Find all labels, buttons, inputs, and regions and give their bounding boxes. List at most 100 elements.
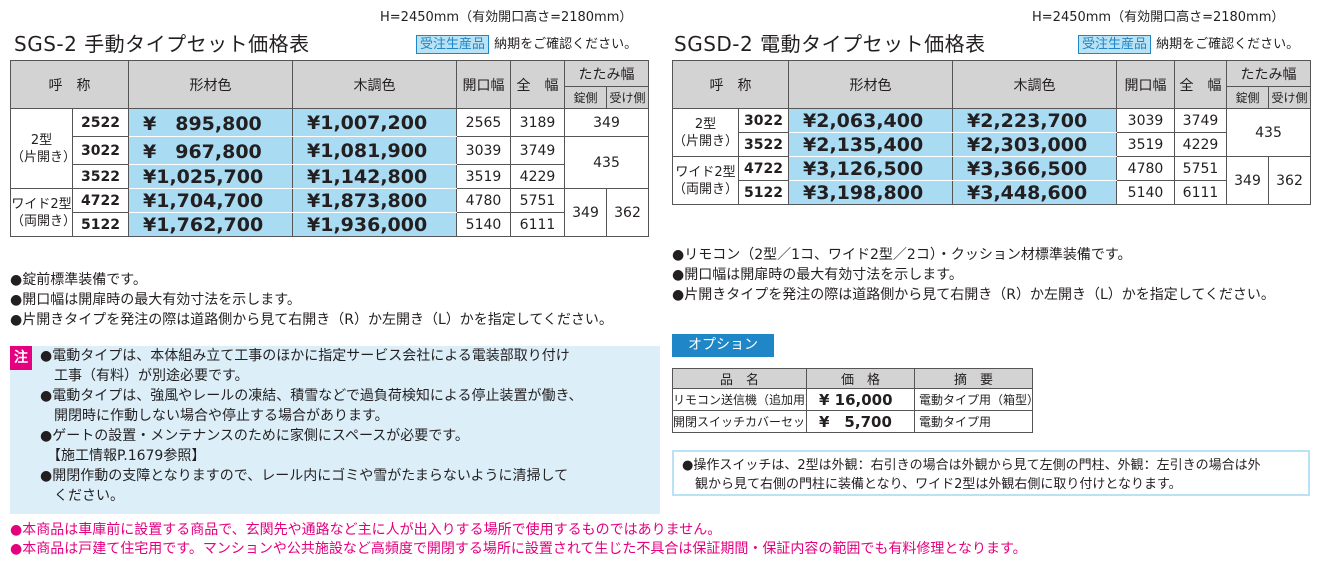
caution-line: ●開閉作動の支障となりますので、レール内にゴミや雪がたまらないように清掃して xyxy=(40,468,569,484)
folded-lock-side: 349 xyxy=(564,188,607,237)
opening-width: 5140 xyxy=(1116,180,1175,205)
overall-width: 3749 xyxy=(510,136,565,165)
table-row: 2型 （片開き） 2522 ¥ 895,800 ¥1,007,200 2565 3… xyxy=(10,108,649,189)
left-height-note: H=2450mm（有効開口高さ=2180mm） xyxy=(380,10,633,25)
right-price-table: 呼 称 形材色 木調色 開口幅 全 幅 たたみ幅 錠側 受け側 2型 （片開き） … xyxy=(672,60,1311,205)
header-color2: 木調色 xyxy=(952,60,1117,109)
price-color2: ¥1,007,200 xyxy=(292,108,457,137)
price-color2: ¥1,081,900 xyxy=(292,136,457,165)
folded-lock-side: 349 xyxy=(1226,156,1269,205)
header-name: 呼 称 xyxy=(672,60,789,109)
price-color2: ¥3,366,500 xyxy=(952,156,1117,181)
model-code: 3022 xyxy=(738,108,789,133)
opening-width: 3039 xyxy=(456,136,511,165)
option-name: 開閉スイッチカバーセット xyxy=(672,410,807,433)
right-note: ●リモコン（2型／1コ、ワイド2型／2コ）・クッション材標準装備です。 xyxy=(672,247,1132,263)
table-row: 2型 （片開き） 3022 ¥2,063,400 ¥2,223,700 3039 … xyxy=(672,108,1311,157)
table-row: 5122 ¥3,198,800 ¥3,448,600 5140 6111 xyxy=(673,180,1311,205)
left-note: ●片開きタイプを発注の際は道路側から見て右開き（R）か左開き（L）かを指定してく… xyxy=(10,312,613,328)
folded-width: 435 xyxy=(1226,108,1311,157)
table-row: 3522 ¥1,025,700 ¥1,142,800 3519 4229 xyxy=(11,164,649,189)
opening-width: 3039 xyxy=(1116,108,1175,133)
footer-note: ●本商品は戸建て住宅用です。マンションや公共施設など高頻度で開閉する場所に設置さ… xyxy=(10,541,1027,557)
header-color2: 木調色 xyxy=(292,60,457,109)
right-note: ●片開きタイプを発注の際は道路側から見て右開き（R）か左開き（L）かを指定してく… xyxy=(672,287,1275,303)
header-folded: たたみ幅 xyxy=(1226,60,1311,87)
caution-line: ください。 xyxy=(40,488,124,504)
model-code: 5122 xyxy=(738,180,789,205)
caution-line: 工事（有料）が別途必要です。 xyxy=(40,368,249,384)
table-row: リモコン送信機（追加用） ¥ 16,000 電動タイプ用（箱型） xyxy=(672,388,1033,411)
delivery-confirm-text: 納期をご確認ください。 xyxy=(494,37,638,52)
option-note-line: 観から見て右側の門柱に装備となり、ワイド2型は外観右側に取り付けとなります。 xyxy=(682,477,1182,492)
table-row: ワイド2型 （両開き） 4722 ¥3,126,500 ¥3,366,500 47… xyxy=(672,156,1311,205)
opening-width: 3519 xyxy=(456,164,511,189)
price-color1: ¥3,126,500 xyxy=(788,156,953,181)
option-summary: 電動タイプ用 xyxy=(914,410,1033,433)
table-row: 開閉スイッチカバーセット ¥ 5,700 電動タイプ用 xyxy=(672,410,1033,433)
header-folded: たたみ幅 xyxy=(564,60,649,87)
footer-note: ●本商品は車庫前に設置する商品で、玄関先や通路など主に人が出入りする場所で使用す… xyxy=(10,522,722,538)
option-table: 品 名 価 格 摘 要 リモコン送信機（追加用） ¥ 16,000 電動タイプ用… xyxy=(672,368,1033,433)
header-overall: 全 幅 xyxy=(510,60,565,109)
overall-width: 4229 xyxy=(510,164,565,189)
opening-width: 3519 xyxy=(1116,132,1175,157)
header-color1: 形材色 xyxy=(788,60,953,109)
price-color1: ¥2,063,400 xyxy=(788,108,953,133)
option-price: ¥ 5,700 xyxy=(806,410,915,433)
group-label: ワイド2型 （両開き） xyxy=(672,156,739,205)
folded-width: 435 xyxy=(564,136,649,189)
group-label: 2型 （片開き） xyxy=(10,108,73,189)
folded-receive-side: 362 xyxy=(1268,156,1311,205)
left-note: ●錠前標準装備です。 xyxy=(10,272,147,288)
opening-width: 4780 xyxy=(1116,156,1175,181)
delivery-confirm-text: 納期をご確認ください。 xyxy=(1156,37,1300,52)
table-row: 3022 ¥ 967,800 ¥1,081,900 3039 3749 435 xyxy=(11,136,649,189)
left-title: SGS-2 手動タイプセット価格表 xyxy=(14,32,310,56)
option-price: ¥ 16,000 xyxy=(806,388,915,411)
option-note-line: ●操作スイッチは、2型は外観：右引きの場合は外観から見て左側の門柱、外観：左引き… xyxy=(682,458,1261,473)
overall-width: 5751 xyxy=(510,188,565,213)
option-header-summary: 摘 要 xyxy=(914,368,1033,389)
option-summary: 電動タイプ用（箱型） xyxy=(914,388,1033,411)
overall-width: 6111 xyxy=(510,212,565,237)
caution-box: 注 ●電動タイプは、本体組み立て工事のほかに指定サービス会社による電装部取り付け… xyxy=(10,346,660,514)
header-lock-side: 錠側 xyxy=(564,86,607,109)
model-code: 5122 xyxy=(72,212,129,237)
option-note-box: ●操作スイッチは、2型は外観：右引きの場合は外観から見て左側の門柱、外観：左引き… xyxy=(672,450,1310,496)
price-color2: ¥2,223,700 xyxy=(952,108,1117,133)
price-color2: ¥1,936,000 xyxy=(292,212,457,237)
table-row: 3522 ¥2,135,400 ¥2,303,000 3519 4229 xyxy=(673,132,1311,157)
price-color1: ¥1,025,700 xyxy=(128,164,293,189)
caution-line: 開閉時に作動しない場合や停止する場合があります。 xyxy=(40,408,389,424)
group-label: 2型 （片開き） xyxy=(672,108,739,157)
right-title: SGSD-2 電動タイプセット価格表 xyxy=(674,32,986,56)
model-code: 4722 xyxy=(738,156,789,181)
header-lock-side: 錠側 xyxy=(1226,86,1269,109)
overall-width: 3749 xyxy=(1174,108,1227,133)
right-order-info: 受注生産品 納期をご確認ください。 xyxy=(1078,33,1299,54)
option-header-name: 品 名 xyxy=(672,368,807,389)
model-code: 3522 xyxy=(72,164,129,189)
price-color2: ¥1,142,800 xyxy=(292,164,457,189)
header-color1: 形材色 xyxy=(128,60,293,109)
price-color1: ¥1,762,700 xyxy=(128,212,293,237)
header-overall: 全 幅 xyxy=(1174,60,1227,109)
caution-line: 【施工情報P.1679参照】 xyxy=(40,448,206,464)
price-color1: ¥1,704,700 xyxy=(128,188,293,213)
model-code: 3522 xyxy=(738,132,789,157)
option-header-price: 価 格 xyxy=(806,368,915,389)
price-color1: ¥ 967,800 xyxy=(128,136,293,165)
caution-line: ●ゲートの設置・メンテナンスのために家側にスペースが必要です。 xyxy=(40,428,469,444)
group-label: ワイド2型 （両開き） xyxy=(10,188,73,237)
price-color1: ¥ 895,800 xyxy=(128,108,293,137)
made-to-order-badge: 受注生産品 xyxy=(416,35,490,54)
caution-line: ●電動タイプは、本体組み立て工事のほかに指定サービス会社による電装部取り付け xyxy=(40,348,570,364)
header-opening: 開口幅 xyxy=(1116,60,1175,109)
caution-mark: 注 xyxy=(10,346,32,370)
left-note: ●開口幅は開扉時の最大有効寸法を示します。 xyxy=(10,292,301,308)
opening-width: 4780 xyxy=(456,188,511,213)
overall-width: 3189 xyxy=(510,108,565,137)
caution-line: ●電動タイプは、強風やレールの凍結、積雪などで過負荷検知による停止装置が働き、 xyxy=(40,388,583,404)
model-code: 2522 xyxy=(72,108,129,137)
